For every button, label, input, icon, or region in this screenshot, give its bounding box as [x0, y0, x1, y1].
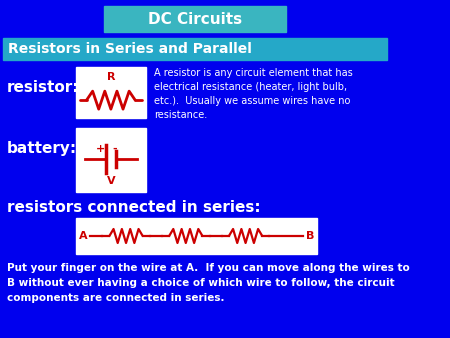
Text: A: A	[79, 231, 87, 241]
Text: resistors connected in series:: resistors connected in series:	[7, 200, 261, 216]
Text: A resistor is any circuit element that has
electrical resistance (heater, light : A resistor is any circuit element that h…	[154, 68, 353, 120]
Text: V: V	[107, 176, 115, 186]
Bar	[104, 6, 286, 32]
Text: DC Circuits: DC Circuits	[148, 11, 242, 26]
Text: +: +	[96, 144, 105, 154]
Bar	[3, 38, 387, 60]
Text: Resistors in Series and Parallel: Resistors in Series and Parallel	[8, 42, 252, 56]
Bar	[76, 67, 145, 118]
Text: battery:: battery:	[7, 141, 77, 155]
Text: Put your finger on the wire at A.  If you can move along the wires to
B without : Put your finger on the wire at A. If you…	[7, 263, 410, 303]
Text: R: R	[107, 72, 115, 82]
Text: B: B	[306, 231, 314, 241]
Bar	[76, 128, 145, 192]
Text: -: -	[112, 144, 117, 154]
Text: resistor:: resistor:	[7, 80, 80, 96]
Bar	[76, 218, 317, 254]
